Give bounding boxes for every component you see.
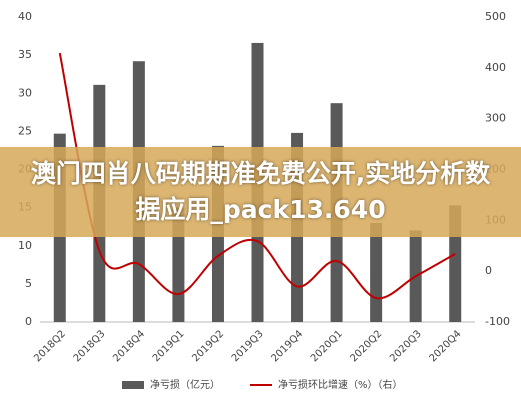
y-tick-label: 10: [18, 239, 32, 252]
y2-tick-label: 300: [485, 112, 506, 125]
legend-label: 净亏损环比增速（%）（右）: [278, 378, 403, 391]
y-tick-label: 40: [18, 10, 32, 23]
y-tick-label: 0: [25, 315, 32, 328]
x-tick-label: 2018Q2: [32, 328, 68, 364]
x-tick-label: 2019Q3: [230, 328, 266, 364]
y-tick-label: 30: [18, 86, 32, 99]
x-tick-label: 2019Q4: [269, 328, 305, 364]
bar: [370, 222, 383, 322]
x-tick-label: 2018Q3: [72, 328, 108, 364]
legend-swatch: [122, 381, 144, 389]
x-tick-label: 2018Q4: [111, 328, 147, 364]
y2-tick-label: -100: [485, 315, 510, 328]
y-tick-label: 5: [25, 277, 32, 290]
y-tick-label: 25: [18, 124, 32, 137]
x-tick-label: 2019Q2: [190, 328, 226, 364]
y-tick-label: 35: [18, 48, 32, 61]
x-tick-label: 2019Q1: [151, 328, 187, 364]
y2-tick-label: 0: [485, 264, 492, 277]
banner: 澳门四肖八码期期准免费公开,实地分析数据应用_pack13.640: [0, 147, 521, 237]
x-tick-label: 2020Q3: [388, 328, 424, 364]
x-tick-label: 2020Q2: [349, 328, 385, 364]
x-tick-label: 2020Q1: [309, 328, 345, 364]
legend-label: 净亏损（亿元）: [150, 378, 220, 391]
x-tick-label: 2020Q4: [428, 328, 464, 364]
line: [58, 52, 456, 300]
y2-tick-label: 500: [485, 10, 506, 23]
y2-tick-label: 400: [485, 61, 506, 74]
